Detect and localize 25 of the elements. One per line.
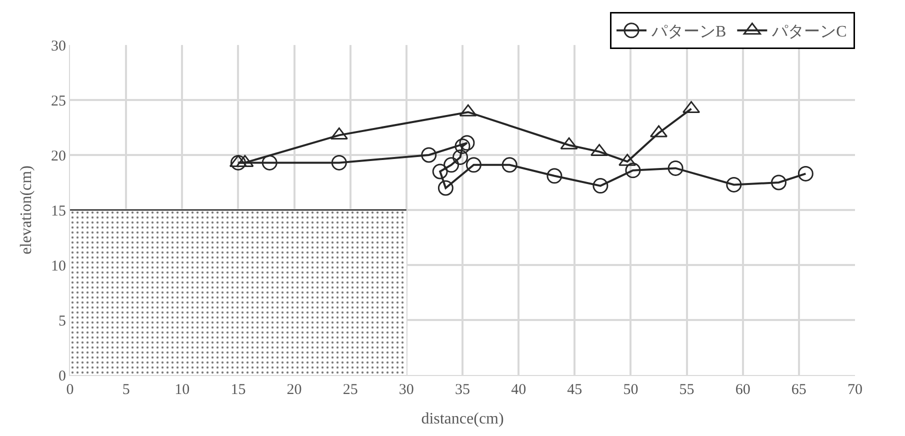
x-tick-label: 30: [398, 382, 414, 398]
x-tick-label: 55: [679, 382, 694, 398]
legend-label: パターンB: [650, 24, 726, 41]
x-tick-label: 20: [286, 382, 302, 398]
x-tick-label: 35: [455, 382, 470, 398]
x-tick-label: 15: [230, 382, 246, 398]
x-tick-label: 5: [122, 382, 130, 398]
y-tick-label: 30: [51, 38, 66, 54]
x-tick-label: 45: [567, 382, 582, 398]
y-axis-title: elevation(cm): [18, 166, 35, 254]
y-tick-label: 5: [58, 313, 66, 330]
x-tick-label: 70: [848, 382, 862, 398]
x-tick-label: 40: [511, 382, 526, 398]
x-axis-title: distance(cm): [421, 410, 504, 428]
y-tick-label: 0: [58, 368, 66, 384]
legend-label: パターンC: [771, 24, 847, 41]
y-tick-label: 20: [51, 148, 66, 164]
x-tick-label: 25: [342, 382, 358, 398]
y-tick-label: 25: [51, 93, 66, 110]
y-tick-label: 10: [51, 258, 66, 274]
x-tick-label: 50: [623, 382, 638, 398]
x-tick-label: 65: [791, 382, 806, 398]
y-tick-label: 15: [51, 203, 66, 220]
x-tick-label: 10: [174, 382, 190, 398]
x-tick-label: 60: [735, 382, 750, 398]
